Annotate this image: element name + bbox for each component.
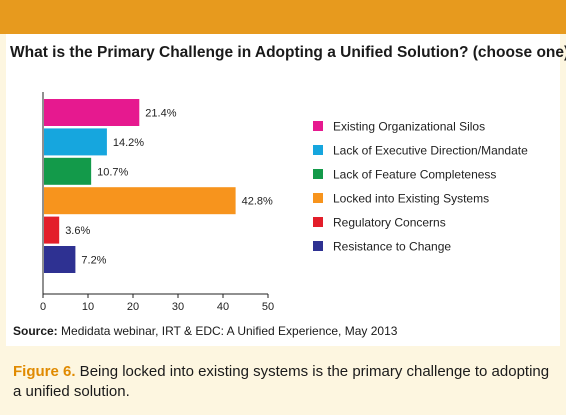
legend-label: Regulatory Concerns: [333, 216, 446, 230]
bar: [44, 99, 140, 126]
bar-value-label: 42.8%: [242, 196, 273, 208]
x-tick-label: 0: [40, 301, 46, 313]
bar: [44, 128, 107, 156]
figure-caption: Figure 6. Being locked into existing sys…: [13, 362, 553, 402]
source-note: Source: Medidata webinar, IRT & EDC: A U…: [13, 324, 397, 338]
legend-label: Lack of Executive Direction/Mandate: [333, 144, 528, 158]
x-tick-label: 40: [217, 301, 229, 313]
bar-value-label: 3.6%: [65, 225, 90, 237]
bar-value-label: 14.2%: [113, 137, 144, 149]
legend-swatch: [313, 145, 323, 155]
x-tick-label: 50: [262, 301, 274, 313]
top-accent-band: [0, 0, 566, 34]
legend-swatch: [313, 241, 323, 251]
legend-swatch: [313, 121, 323, 131]
caption-text: Being locked into existing systems is th…: [13, 363, 550, 400]
bar: [44, 246, 76, 273]
x-tick-label: 30: [172, 301, 184, 313]
x-tick-label: 20: [127, 301, 139, 313]
source-text: Medidata webinar, IRT & EDC: A Unified E…: [57, 324, 398, 338]
bar-value-label: 10.7%: [97, 166, 128, 178]
bar: [44, 187, 236, 215]
chart-title: What is the Primary Challenge in Adoptin…: [10, 44, 566, 61]
legend-label: Lack of Feature Completeness: [333, 168, 496, 182]
bar-value-label: 7.2%: [81, 255, 106, 267]
source-label: Source:: [13, 324, 58, 338]
bar-value-label: 21.4%: [145, 108, 176, 120]
figure-label: Figure 6.: [13, 363, 76, 380]
legend-swatch: [313, 169, 323, 179]
x-tick-label: 10: [82, 301, 94, 313]
legend-label: Resistance to Change: [333, 240, 451, 254]
legend-label: Existing Organizational Silos: [333, 120, 485, 134]
legend-label: Locked into Existing Systems: [333, 192, 489, 206]
legend-swatch: [313, 193, 323, 203]
bar: [44, 157, 92, 185]
bar: [44, 216, 60, 244]
legend-swatch: [313, 217, 323, 227]
